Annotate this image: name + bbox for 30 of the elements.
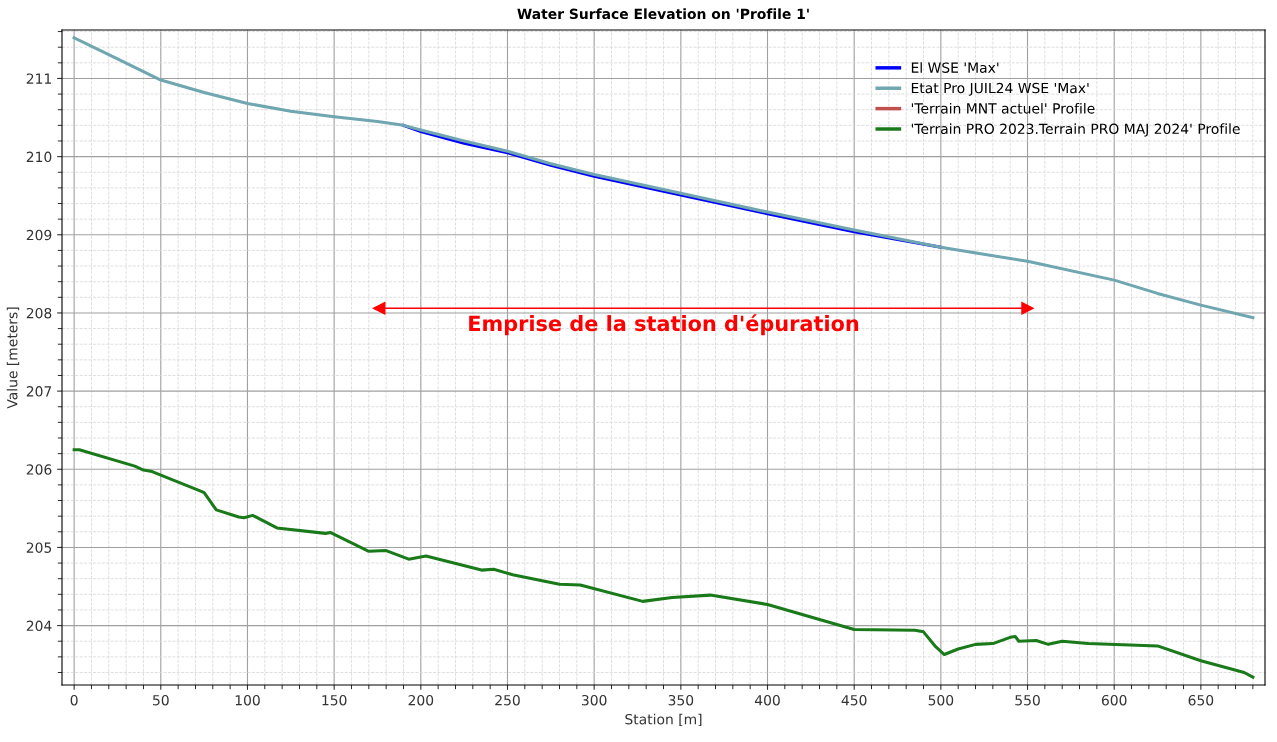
x-tick-label: 50	[153, 694, 169, 706]
x-axis-title: Station [m]	[625, 713, 702, 727]
x-tick-label: 0	[70, 694, 78, 706]
y-tick-label: 208	[26, 307, 52, 319]
x-tick-label: 600	[1101, 694, 1127, 706]
y-axis-title: Value [meters]	[6, 307, 20, 409]
x-tick-label: 650	[1188, 694, 1214, 706]
x-tick-label: 200	[408, 694, 434, 706]
x-tick-label: 400	[754, 694, 780, 706]
y-tick-label: 204	[26, 620, 52, 632]
x-tick-label: 450	[841, 694, 867, 706]
x-tick-label: 300	[581, 694, 607, 706]
y-tick-label: 205	[26, 542, 52, 553]
annotation: Emprise de la station d'épuration	[469, 314, 859, 336]
x-tick-label: 100	[235, 694, 260, 706]
y-tick-label: 211	[26, 73, 51, 84]
x-tick-label: 150	[322, 694, 347, 706]
y-tick-label: 207	[26, 386, 52, 397]
legend-label: Etat Pro JUIL24 WSE 'Max'	[911, 82, 1089, 96]
y-tick-label: 206	[26, 464, 52, 475]
x-tick-label: 250	[495, 694, 520, 706]
legend-label: El WSE 'Max'	[911, 62, 999, 73]
y-tick-label: 210	[26, 151, 52, 163]
chart-title: Water Surface Elevation on 'Profile 1'	[517, 8, 809, 20]
legend-label: 'Terrain MNT actuel' Profile	[911, 102, 1095, 114]
x-tick-label: 500	[928, 694, 954, 706]
x-tick-label: 550	[1015, 694, 1040, 706]
legend-label: 'Terrain PRO 2023.Terrain PRO MAJ 2024' Profile	[911, 123, 1240, 137]
y-tick-label: 209	[26, 229, 52, 241]
x-tick-label: 350	[668, 694, 694, 706]
